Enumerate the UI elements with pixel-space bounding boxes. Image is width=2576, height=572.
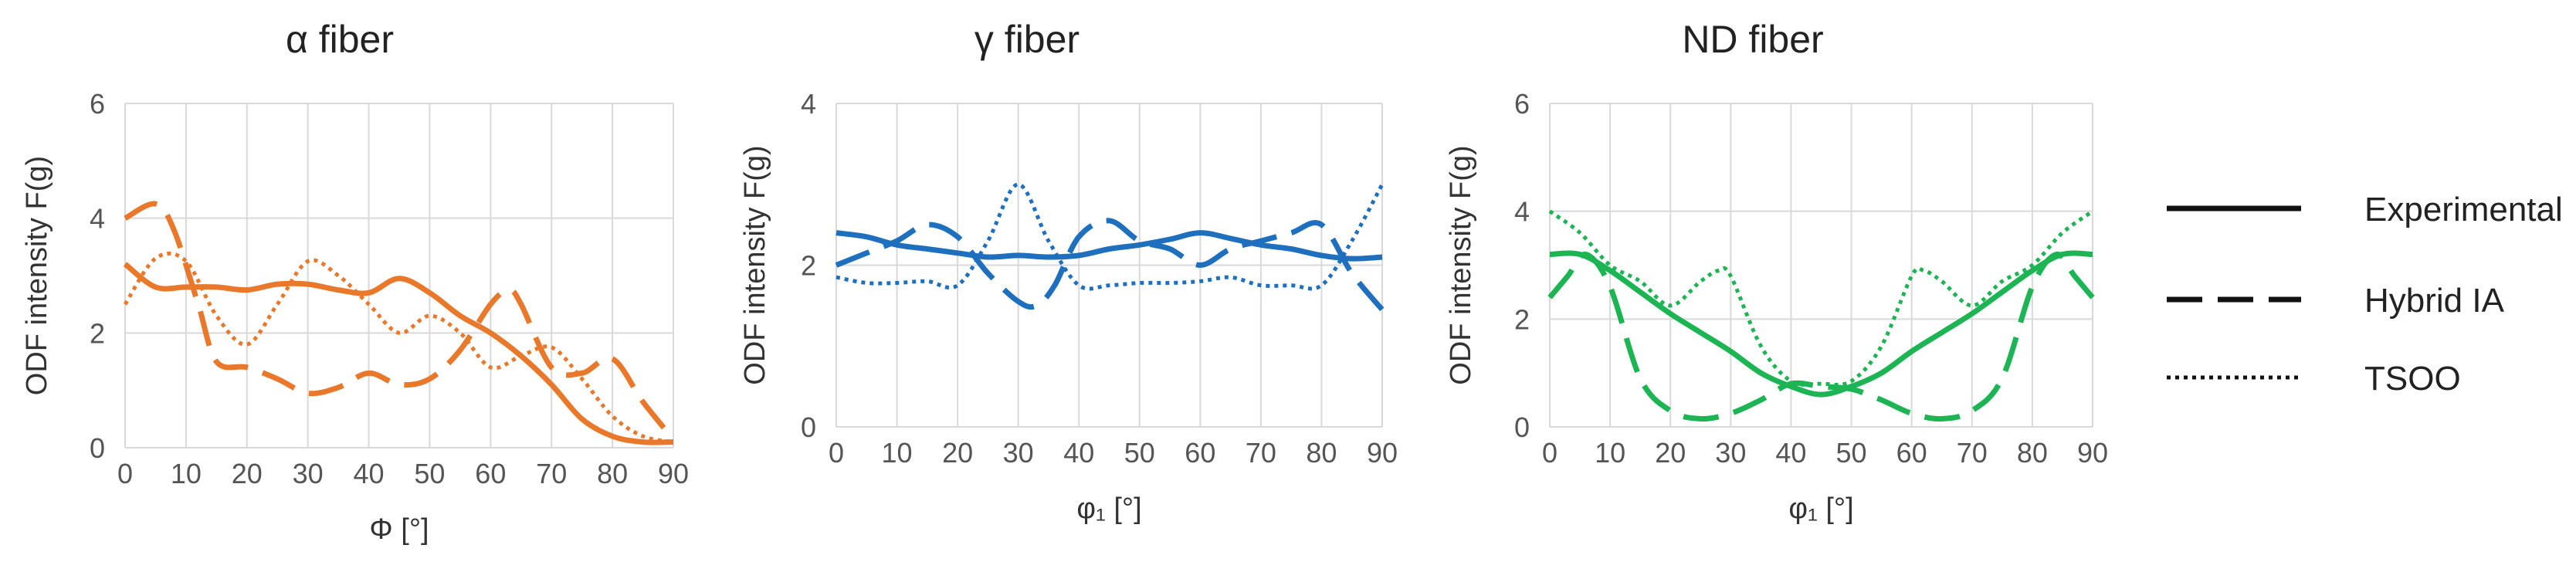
x-axis-label: Φ [°] xyxy=(369,513,429,546)
series-line-solid xyxy=(836,230,1383,262)
x-tick-label: 60 xyxy=(1185,437,1215,469)
y-tick-label: 6 xyxy=(1514,88,1530,120)
legend-label: Hybrid IA xyxy=(2364,282,2505,320)
series-line-dotted xyxy=(836,182,1385,291)
legend-item-dotted: TSOO xyxy=(2167,360,2461,398)
x-tick-label: 20 xyxy=(232,458,263,489)
x-tick-label: 50 xyxy=(1124,437,1155,469)
legend-item-dashed: Hybrid IA xyxy=(2167,282,2505,320)
x-tick-label: 60 xyxy=(1896,437,1927,469)
x-tick-label: 20 xyxy=(942,437,973,469)
x-tick-label: 70 xyxy=(1957,437,1988,469)
y-tick-label: 0 xyxy=(801,411,816,443)
y-tick-label: 4 xyxy=(90,203,105,235)
chart-panel-3: ND fiber 0 10 20 30 40 50 60 70 80 90 0 2 4 6 φ₁ [°] ODF… xyxy=(1445,18,2108,525)
x-tick-label: 10 xyxy=(1595,437,1625,469)
x-tick-label: 50 xyxy=(1836,437,1867,469)
chart-panel-2: γ fiber 0 10 20 30 40 50 60 70 80 90 0 2 4 φ₁ [°] ODF i… xyxy=(739,18,1398,525)
x-tick-label: 60 xyxy=(475,458,506,489)
x-tick-label: 50 xyxy=(414,458,445,489)
series-line-dashed xyxy=(124,201,676,442)
x-tick-label: 30 xyxy=(293,458,324,489)
x-tick-label: 40 xyxy=(1063,437,1094,469)
x-tick-label: 80 xyxy=(1306,437,1337,469)
x-tick-label: 90 xyxy=(2077,437,2108,469)
series-line-dotted xyxy=(123,251,674,445)
y-tick-label: 2 xyxy=(801,250,816,282)
x-tick-label: 0 xyxy=(117,458,133,489)
x-tick-label: 0 xyxy=(1542,437,1557,469)
x-tick-label: 80 xyxy=(2017,437,2048,469)
y-axis-label: ODF intensity F(g) xyxy=(739,145,771,384)
y-tick-label: 2 xyxy=(90,317,105,349)
series-line-dashed xyxy=(1547,251,2095,422)
x-axis-label: φ₁ [°] xyxy=(1788,492,1853,525)
x-tick-label: 0 xyxy=(829,437,844,469)
x-tick-label: 90 xyxy=(1367,437,1398,469)
y-tick-label: 2 xyxy=(1514,303,1530,335)
y-tick-label: 4 xyxy=(801,88,816,120)
x-tick-label: 30 xyxy=(1003,437,1034,469)
series-line-dotted xyxy=(1548,209,2094,387)
y-axis-label: ODF intensity F(g) xyxy=(1445,145,1477,384)
chart-title: γ fiber xyxy=(974,18,1080,61)
series-line-solid xyxy=(123,262,674,445)
chart-title: α fiber xyxy=(286,18,394,61)
series-line-dashed xyxy=(835,218,1385,312)
legend: Experimental Hybrid IA TSOO xyxy=(2167,191,2563,398)
legend-item-solid: Experimental xyxy=(2167,191,2563,228)
x-tick-label: 10 xyxy=(171,458,202,489)
x-tick-label: 80 xyxy=(597,458,628,489)
x-tick-label: 90 xyxy=(658,458,689,489)
chart-panel-1: α fiber 0 10 20 30 40 50 60 70 80 90 0 2 4 6 Φ [°] ODF i… xyxy=(21,18,689,546)
x-tick-label: 70 xyxy=(536,458,567,489)
y-tick-label: 6 xyxy=(90,88,105,120)
x-tick-label: 70 xyxy=(1246,437,1276,469)
legend-label: TSOO xyxy=(2364,360,2461,398)
legend-label: Experimental xyxy=(2364,191,2563,228)
x-tick-label: 10 xyxy=(882,437,913,469)
x-axis-label: φ₁ [°] xyxy=(1076,492,1141,525)
y-tick-label: 0 xyxy=(1514,411,1530,443)
y-tick-label: 0 xyxy=(90,432,105,464)
y-axis-label: ODF intensity F(g) xyxy=(21,156,53,395)
x-tick-label: 20 xyxy=(1655,437,1686,469)
x-tick-label: 30 xyxy=(1715,437,1746,469)
x-tick-label: 40 xyxy=(1775,437,1806,469)
series-line-solid xyxy=(1549,250,2093,398)
chart-title: ND fiber xyxy=(1682,18,1823,61)
x-tick-label: 40 xyxy=(354,458,385,489)
y-tick-label: 4 xyxy=(1514,196,1530,228)
